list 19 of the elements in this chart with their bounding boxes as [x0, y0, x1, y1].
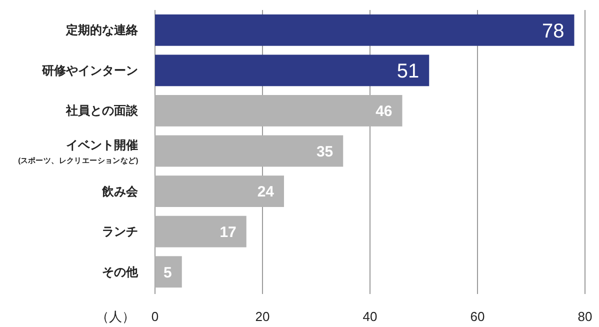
data-label: 17 — [220, 224, 236, 241]
y-tick-label: その他 — [102, 264, 139, 279]
x-tick-label: 60 — [470, 309, 485, 324]
y-tick-label: 研修やインターン — [41, 63, 138, 78]
x-axis-title: （人） — [96, 309, 135, 324]
y-tick-label: 定期的な連絡 — [65, 23, 139, 38]
x-tick-label: 0 — [151, 309, 159, 324]
y-tick-label: 飲み会 — [101, 184, 139, 198]
data-label: 5 — [164, 264, 172, 282]
data-label: 46 — [376, 103, 392, 120]
x-tick-label: 80 — [578, 309, 592, 324]
data-label: 51 — [396, 60, 420, 83]
data-label: 24 — [257, 184, 275, 201]
data-label: 78 — [542, 20, 564, 42]
y-tick-label: ランチ — [102, 224, 138, 239]
x-tick-label: 40 — [362, 309, 378, 324]
x-tick-label: 20 — [255, 309, 270, 324]
y-tick-label: 社員との面談 — [65, 104, 139, 118]
data-label: 35 — [316, 143, 334, 160]
